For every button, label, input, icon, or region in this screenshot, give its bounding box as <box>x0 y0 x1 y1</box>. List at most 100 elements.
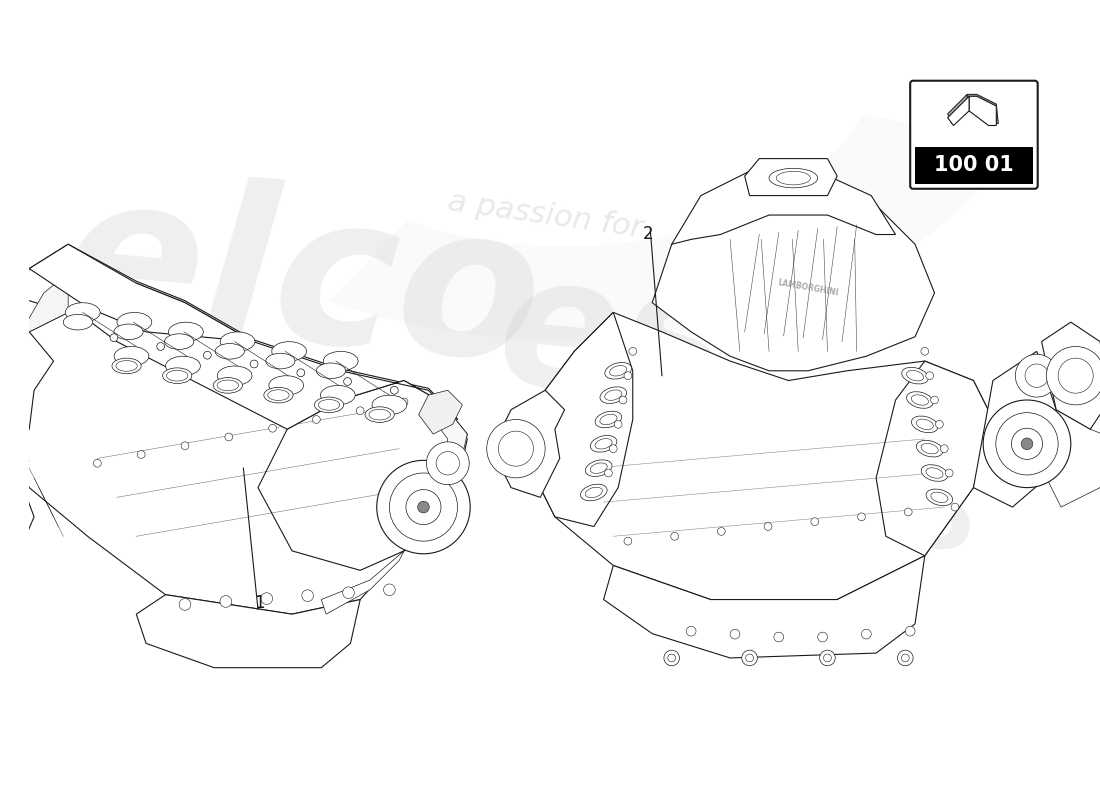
Circle shape <box>904 508 912 516</box>
Polygon shape <box>652 176 935 370</box>
Circle shape <box>898 650 913 666</box>
Circle shape <box>901 654 910 662</box>
Ellipse shape <box>595 411 621 428</box>
Text: 100 01: 100 01 <box>934 155 1014 175</box>
Polygon shape <box>218 366 252 386</box>
Polygon shape <box>969 96 997 126</box>
Circle shape <box>945 469 953 477</box>
Circle shape <box>664 650 680 666</box>
Circle shape <box>418 502 429 513</box>
Ellipse shape <box>590 463 607 474</box>
Circle shape <box>343 378 351 386</box>
Ellipse shape <box>912 394 928 406</box>
Polygon shape <box>419 390 462 434</box>
Circle shape <box>268 424 276 432</box>
Circle shape <box>250 360 258 368</box>
Circle shape <box>376 460 470 554</box>
Circle shape <box>110 334 118 342</box>
Ellipse shape <box>769 168 817 188</box>
Circle shape <box>926 372 934 379</box>
Ellipse shape <box>0 390 10 399</box>
Circle shape <box>668 654 675 662</box>
Circle shape <box>1021 438 1033 450</box>
Ellipse shape <box>166 370 188 381</box>
Ellipse shape <box>585 487 603 498</box>
Circle shape <box>811 518 818 526</box>
Circle shape <box>905 626 915 636</box>
Circle shape <box>820 650 835 666</box>
Polygon shape <box>876 361 993 556</box>
Circle shape <box>624 538 631 545</box>
Ellipse shape <box>8 456 29 470</box>
Polygon shape <box>526 312 993 599</box>
Polygon shape <box>168 322 204 342</box>
Circle shape <box>935 421 944 428</box>
Polygon shape <box>220 332 255 351</box>
Polygon shape <box>672 171 895 244</box>
Ellipse shape <box>591 435 617 452</box>
Circle shape <box>261 593 273 605</box>
Circle shape <box>730 630 740 639</box>
Circle shape <box>406 490 441 525</box>
Ellipse shape <box>777 171 811 185</box>
Polygon shape <box>114 346 148 366</box>
Circle shape <box>179 598 190 610</box>
Ellipse shape <box>365 407 394 422</box>
Ellipse shape <box>926 468 943 478</box>
Circle shape <box>94 459 101 467</box>
Circle shape <box>614 421 622 428</box>
Polygon shape <box>268 376 304 395</box>
Circle shape <box>746 654 754 662</box>
Circle shape <box>629 347 637 355</box>
Circle shape <box>858 513 866 521</box>
Ellipse shape <box>600 414 617 425</box>
Ellipse shape <box>921 443 938 454</box>
Bar <box>915 147 1033 184</box>
Polygon shape <box>30 244 253 342</box>
Circle shape <box>609 445 617 453</box>
Ellipse shape <box>216 343 244 359</box>
Ellipse shape <box>267 390 289 401</box>
Circle shape <box>343 587 354 598</box>
Polygon shape <box>948 94 967 123</box>
Circle shape <box>624 372 631 379</box>
Ellipse shape <box>213 378 242 393</box>
Ellipse shape <box>912 416 938 433</box>
Circle shape <box>741 650 758 666</box>
Circle shape <box>297 369 305 377</box>
Circle shape <box>224 433 233 441</box>
Circle shape <box>400 398 408 406</box>
Ellipse shape <box>116 361 138 371</box>
Text: LAMBORGHINI: LAMBORGHINI <box>777 278 839 298</box>
Ellipse shape <box>112 358 141 374</box>
Circle shape <box>486 419 546 478</box>
Polygon shape <box>320 386 355 405</box>
Circle shape <box>921 347 928 355</box>
Circle shape <box>427 442 470 485</box>
Polygon shape <box>745 158 837 195</box>
Polygon shape <box>372 395 407 414</box>
Circle shape <box>498 431 534 466</box>
Circle shape <box>384 584 395 596</box>
Circle shape <box>861 630 871 639</box>
Polygon shape <box>321 551 404 614</box>
Circle shape <box>220 596 232 607</box>
Ellipse shape <box>585 460 612 477</box>
Circle shape <box>356 407 364 414</box>
Polygon shape <box>526 312 632 526</box>
Polygon shape <box>166 356 200 376</box>
Ellipse shape <box>0 388 13 402</box>
Polygon shape <box>404 398 468 551</box>
Circle shape <box>996 413 1058 475</box>
Ellipse shape <box>0 354 6 369</box>
Polygon shape <box>136 594 360 668</box>
Text: a passion for: a passion for <box>446 187 645 243</box>
Polygon shape <box>0 244 468 614</box>
Circle shape <box>983 400 1070 488</box>
Circle shape <box>1058 358 1093 393</box>
FancyBboxPatch shape <box>910 81 1037 189</box>
Circle shape <box>717 527 725 535</box>
Ellipse shape <box>906 370 924 381</box>
Polygon shape <box>117 313 152 332</box>
Polygon shape <box>604 556 925 658</box>
